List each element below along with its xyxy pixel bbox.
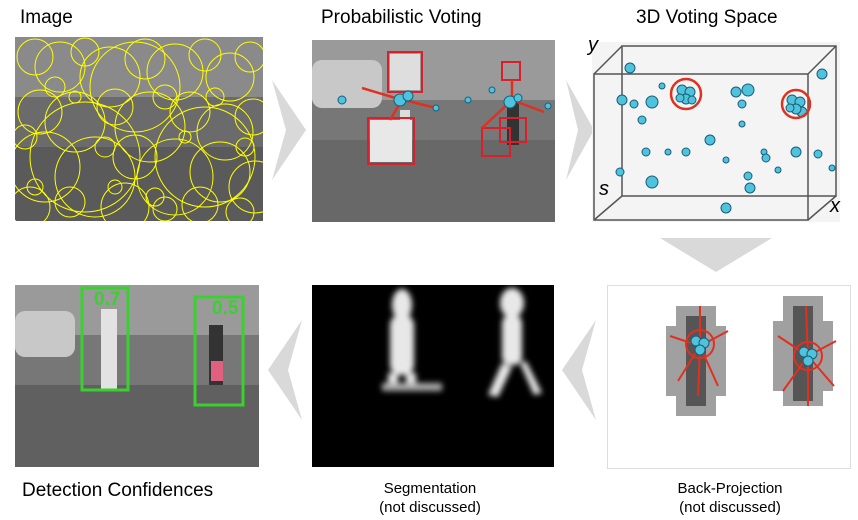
backprojection-caption-line1: Back-Projection [677,480,783,497]
detection-box-right [193,295,245,407]
segmentation-illustration [382,288,542,397]
backprojection-illustration [666,296,837,416]
segmentation-panel [312,285,554,467]
arrow-left-1 [268,320,302,420]
arrow-right-2 [566,80,594,180]
detection-illustration [15,285,259,467]
voting-panel [312,40,555,222]
feature-circles-illustration [15,37,263,221]
axis-x-label: x [830,195,840,217]
axis-y-label: y [588,34,598,56]
segmentation-caption-line1: Segmentation [383,480,477,497]
voting-space-illustration [593,45,837,221]
arrow-left-2 [562,320,596,420]
detection-panel [15,285,259,467]
voting-title: Probabilistic Voting [321,7,482,28]
image-panel [15,37,263,221]
backprojection-caption-line2: (not discussed) [679,499,781,516]
vote-cluster-right [780,88,812,120]
axis-s-label: s [599,178,609,200]
detection-title: Detection Confidences [22,480,214,501]
voting-space-panel [592,42,840,222]
confidence-left: 0.7 [94,289,121,310]
segmentation-caption: Segmentation (not discussed) [340,479,520,517]
vote-cluster-left [669,77,703,111]
confidence-right: 0.5 [212,298,239,319]
voting-illustration [312,40,555,222]
arrow-down [660,238,772,272]
detection-box-left [80,286,130,392]
backprojection-caption: Back-Projection (not discussed) [640,479,820,517]
image-title: Image [20,7,73,28]
arrow-right-1 [272,80,306,180]
segmentation-caption-line2: (not discussed) [379,499,481,516]
backprojection-panel [607,285,851,469]
voting-space-title: 3D Voting Space [636,7,778,28]
